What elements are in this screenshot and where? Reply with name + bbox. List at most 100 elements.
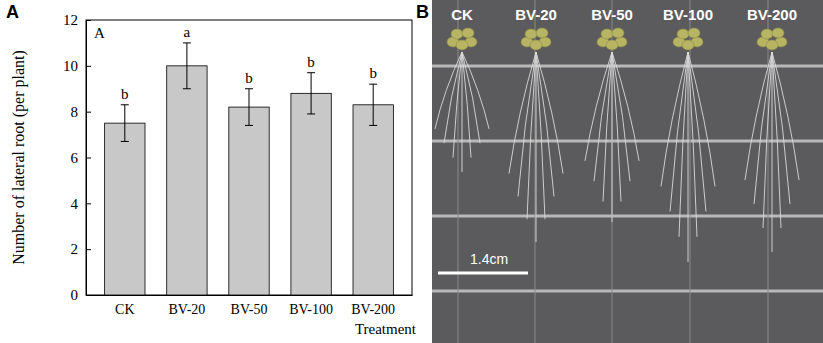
plate-grid-line [535,0,536,343]
x-tick: CK [115,295,134,317]
leaf [606,40,618,50]
root [594,52,612,181]
significance-letter: b [307,54,315,70]
significance-letter: b [369,65,377,81]
leaf [682,40,694,50]
root [444,52,462,143]
error-bar-stem [124,105,125,142]
significance-letter: b [121,86,129,102]
annotation: A [94,25,105,41]
y-tick: 2 [71,241,92,257]
x-tick: BV-50 [231,295,268,317]
plate-grid-line [432,140,823,143]
y-tick: 12 [63,12,91,28]
leaf [456,40,468,50]
panel-label: B [416,2,429,22]
y-tick-mark [86,203,91,204]
error-bar-cap [121,141,129,142]
root [453,52,462,158]
root [670,52,688,212]
root [772,52,781,228]
root [536,52,545,219]
x-tick: BV-200 [351,295,395,317]
y-tick-mark [86,158,91,159]
plate-grid-line [690,0,691,343]
error-bar-cap [369,84,377,85]
root [612,52,621,202]
plot-area [105,43,394,295]
leaf [601,29,613,39]
error-bar-cap [245,125,253,126]
error-bar-cap [369,125,377,126]
root [688,52,689,262]
leaf [761,29,773,39]
seedling [585,28,639,222]
error-bar-cap [245,88,253,89]
y-tick: 8 [71,104,92,120]
error-bar-stem [249,89,250,126]
root [518,52,536,196]
significance-letter: a [184,24,191,40]
photo-label: BV-50 [591,6,633,23]
root [679,52,688,237]
seedling [509,28,563,242]
leaf [451,29,463,39]
leaf [530,40,542,50]
root [462,52,471,158]
leaf [525,29,537,39]
leaf [536,28,548,38]
y-tick-mark [86,112,91,113]
plate-grid-line [432,290,823,293]
photo-label: BV-100 [663,6,713,23]
photo-label: CK [451,6,473,23]
root [612,52,639,161]
error-bar [307,73,315,114]
leaf [688,28,700,38]
error-bar-stem [311,73,312,114]
root [536,52,563,174]
y-tick-label: 4 [71,196,79,212]
y-tick-mark [86,249,91,250]
root [536,52,554,196]
photo-label: BV-200 [747,6,797,23]
y-tick-label: 0 [71,287,79,303]
error-bar [183,43,191,89]
y-tick: 10 [63,58,91,74]
bar [229,107,269,295]
plate-grid-line [458,0,459,343]
error-bar-cap [183,42,191,43]
x-tick-label: BV-20 [168,302,205,317]
photo-label: BV-20 [515,6,557,23]
root [754,52,772,204]
root [603,52,612,202]
root [462,52,489,129]
error-bar-stem [373,84,374,125]
y-tick-mark [86,66,91,67]
bar [291,93,331,295]
y-tick-label: 2 [71,241,79,257]
figure: AbabbbA024681012CKBV-20BV-50BV-100BV-200… [0,0,823,343]
root [527,52,536,219]
bar [353,105,393,295]
y-tick-label: 10 [63,58,78,74]
root [462,52,463,172]
x-tick-label: BV-50 [231,302,268,317]
bar [167,66,207,295]
panel-label: A [6,2,19,22]
root [462,52,480,143]
y-tick-label: 8 [71,104,79,120]
leaf [462,28,474,38]
leaf [612,28,624,38]
plate-grid-line [612,0,613,343]
x-tick-label: CK [115,302,134,317]
root [688,52,715,186]
root [612,52,613,222]
x-axis: CKBV-20BV-50BV-100BV-200 [87,295,413,317]
y-axis-title: Number of lateral root (per plant) [10,50,28,265]
bar [105,123,145,295]
x-tick-label: BV-200 [351,302,395,317]
error-bar-cap [307,113,315,114]
error-bar [369,84,377,125]
seedling [435,28,489,172]
leaf [766,40,778,50]
